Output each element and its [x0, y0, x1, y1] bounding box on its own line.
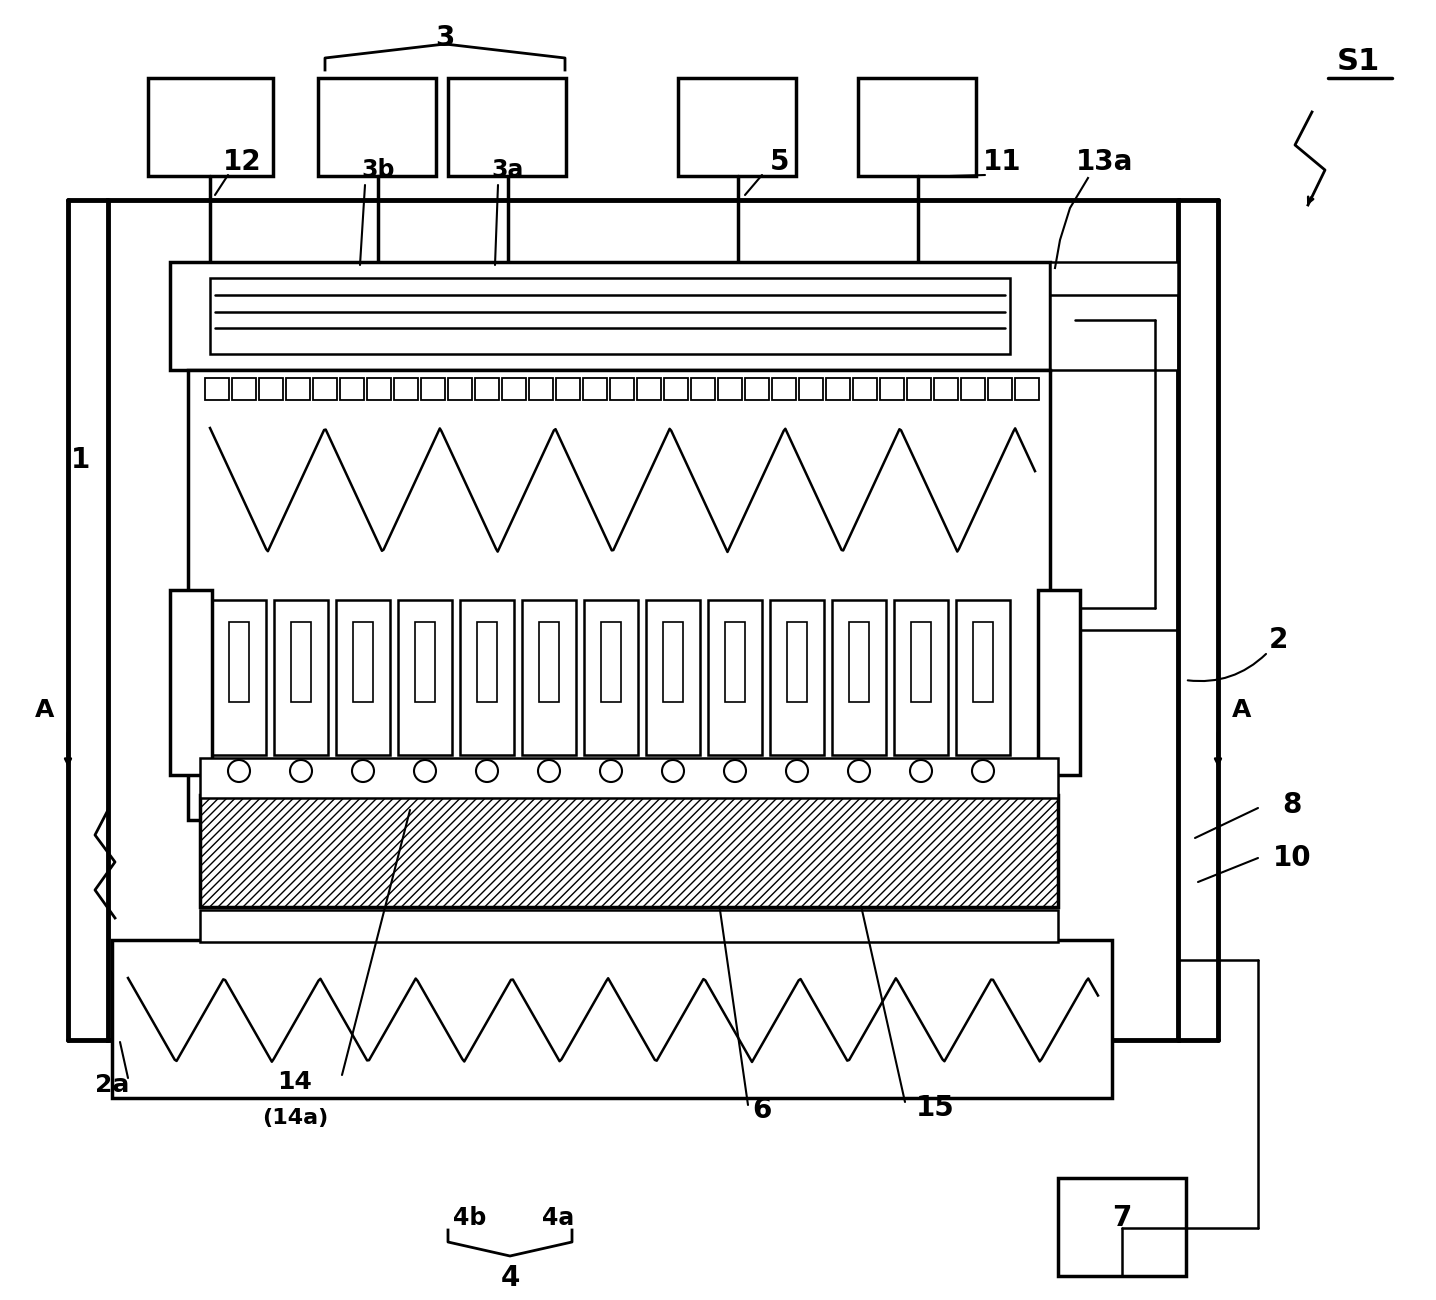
Bar — [798, 378, 823, 400]
Bar — [313, 378, 337, 400]
Bar — [933, 378, 958, 400]
Bar — [910, 621, 931, 702]
Bar — [857, 78, 976, 176]
Bar — [880, 378, 905, 400]
Bar — [108, 200, 1178, 1040]
Bar — [258, 378, 283, 400]
Bar — [213, 601, 266, 755]
Bar — [200, 796, 1058, 907]
Bar — [583, 378, 607, 400]
Bar — [602, 621, 620, 702]
Text: S1: S1 — [1337, 48, 1380, 77]
Bar — [831, 601, 886, 755]
Text: 4b: 4b — [454, 1206, 487, 1230]
Bar — [691, 378, 715, 400]
Text: 8: 8 — [1282, 790, 1301, 819]
Bar — [678, 78, 796, 176]
Text: 4a: 4a — [541, 1206, 574, 1230]
Bar — [908, 378, 931, 400]
Bar — [1050, 263, 1178, 370]
Text: 3: 3 — [435, 23, 455, 52]
Bar — [853, 378, 877, 400]
Bar — [112, 940, 1111, 1098]
Bar — [584, 601, 638, 755]
Bar — [1058, 1178, 1186, 1277]
Bar — [475, 378, 498, 400]
Text: 2a: 2a — [95, 1072, 129, 1097]
Bar — [1038, 590, 1080, 775]
Bar — [988, 378, 1012, 400]
Bar — [460, 601, 514, 755]
Text: 3b: 3b — [362, 159, 395, 182]
Text: 15: 15 — [916, 1095, 955, 1122]
Bar — [210, 278, 1010, 354]
Bar — [286, 378, 310, 400]
Bar — [228, 621, 248, 702]
Bar — [398, 601, 452, 755]
Bar — [353, 621, 373, 702]
Bar — [1015, 378, 1040, 400]
Bar — [200, 910, 1058, 942]
Text: 4: 4 — [500, 1264, 520, 1292]
Bar — [169, 263, 1050, 370]
Bar — [745, 378, 770, 400]
Text: 7: 7 — [1113, 1204, 1132, 1232]
Bar — [787, 621, 807, 702]
Text: A: A — [1232, 698, 1252, 722]
Bar — [205, 378, 228, 400]
Bar — [448, 78, 566, 176]
Bar — [849, 621, 869, 702]
Bar — [538, 621, 559, 702]
Bar — [200, 758, 1058, 798]
Bar — [770, 601, 824, 755]
Bar — [148, 78, 273, 176]
Bar — [415, 621, 435, 702]
Text: 3a: 3a — [491, 159, 524, 182]
Bar — [556, 378, 580, 400]
Text: 12: 12 — [223, 148, 261, 176]
Text: 5: 5 — [770, 148, 790, 176]
Text: 10: 10 — [1272, 844, 1311, 872]
Bar — [169, 590, 213, 775]
Bar — [523, 601, 576, 755]
Text: 2: 2 — [1268, 627, 1288, 654]
Bar — [610, 378, 635, 400]
Bar — [956, 601, 1010, 755]
Bar — [503, 378, 526, 400]
Bar — [773, 378, 796, 400]
Bar — [961, 378, 985, 400]
Bar — [725, 621, 745, 702]
Bar — [274, 601, 327, 755]
Bar — [393, 378, 418, 400]
Bar — [708, 601, 763, 755]
Bar — [340, 378, 363, 400]
Bar — [528, 378, 553, 400]
Text: A: A — [36, 698, 55, 722]
Bar — [368, 378, 391, 400]
Text: 6: 6 — [752, 1096, 771, 1124]
Bar — [663, 621, 684, 702]
Bar — [421, 378, 445, 400]
Bar — [826, 378, 850, 400]
Text: 14: 14 — [277, 1070, 313, 1095]
Text: 11: 11 — [982, 148, 1021, 176]
Bar — [317, 78, 437, 176]
Bar — [477, 621, 497, 702]
Text: 1: 1 — [70, 446, 89, 474]
Bar — [336, 601, 391, 755]
Bar — [974, 621, 994, 702]
Bar — [663, 378, 688, 400]
Bar — [188, 370, 1050, 820]
Bar — [233, 378, 256, 400]
Bar — [448, 378, 472, 400]
Bar — [646, 601, 699, 755]
Bar — [718, 378, 742, 400]
Bar — [638, 378, 661, 400]
Bar — [292, 621, 312, 702]
Bar — [895, 601, 948, 755]
Text: 13a: 13a — [1077, 148, 1133, 176]
Text: (14a): (14a) — [261, 1108, 327, 1128]
